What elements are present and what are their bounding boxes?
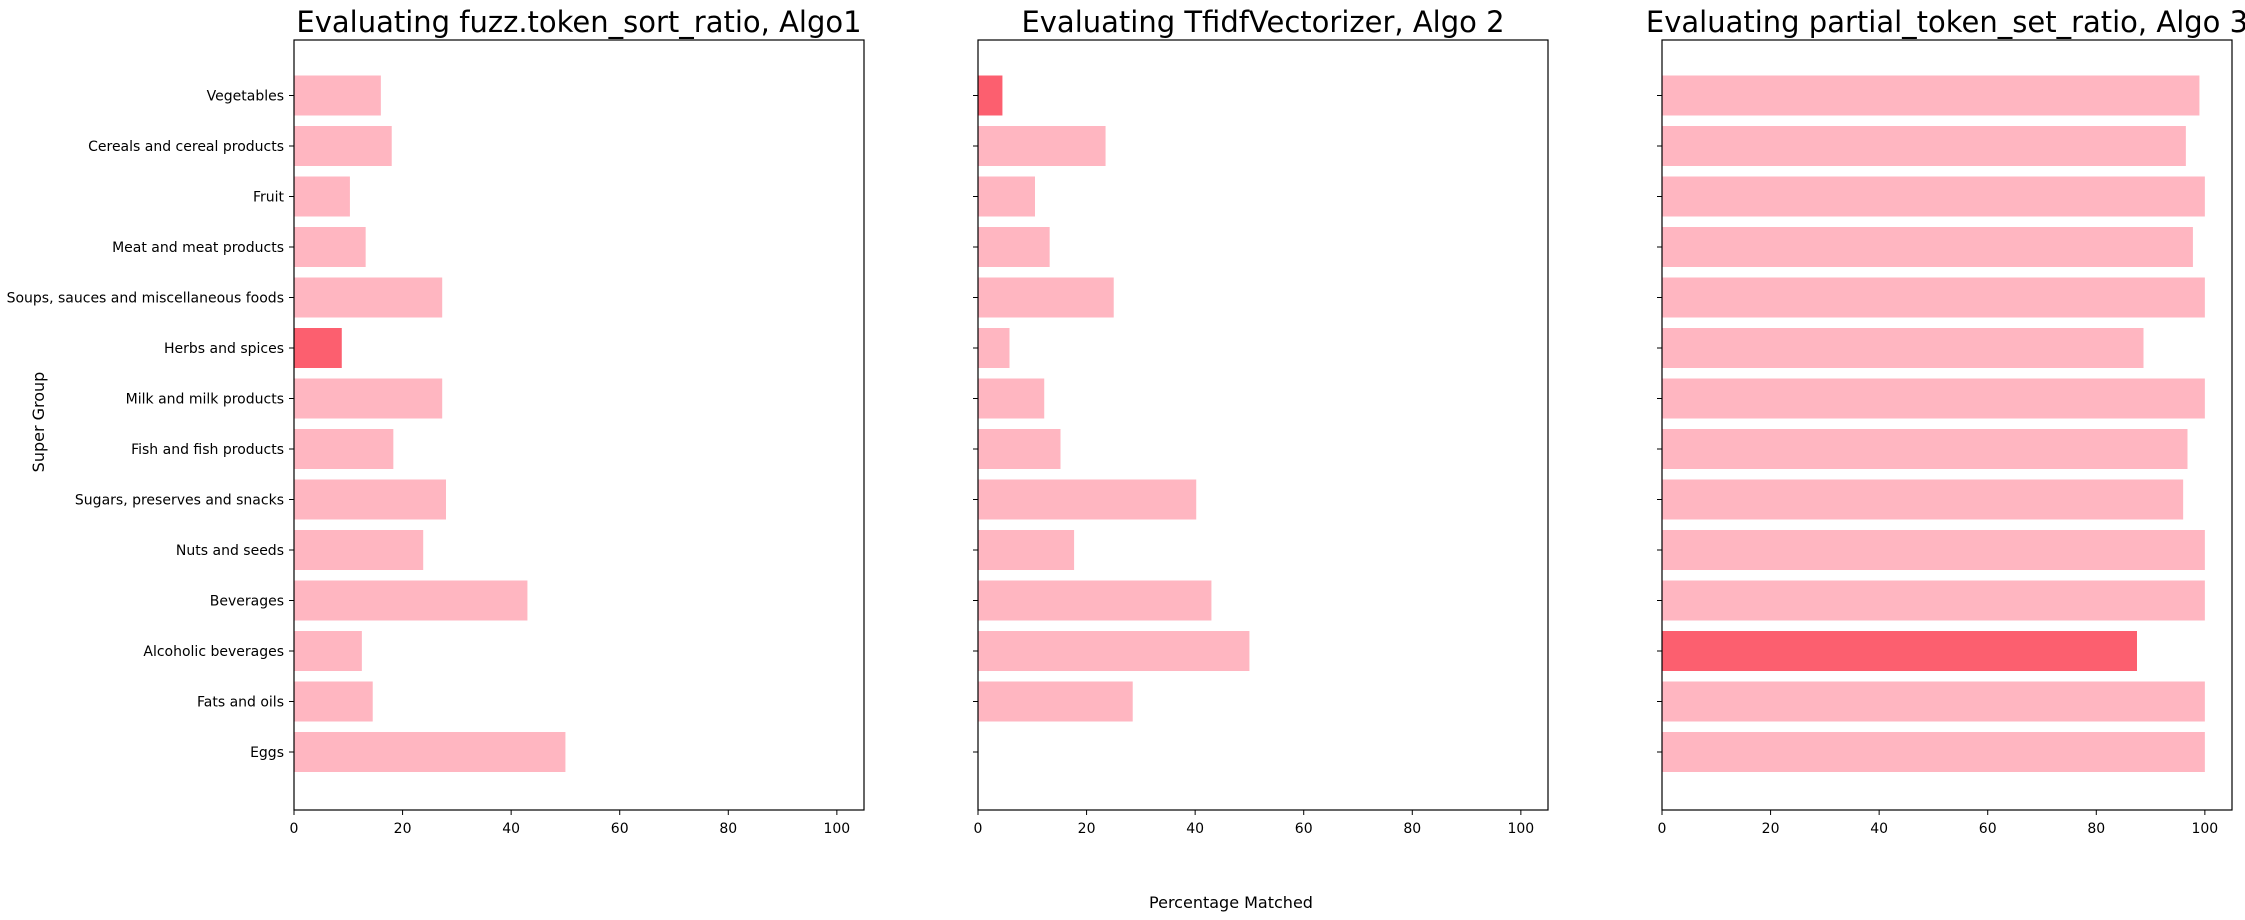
- bar-5: [294, 328, 342, 368]
- chart-title: Evaluating TfidfVectorizer, Algo 2: [1021, 5, 1504, 39]
- bar-5: [978, 328, 1010, 368]
- bar-0: [294, 75, 381, 116]
- plot-frame: [977, 39, 1549, 811]
- bar-12: [978, 681, 1133, 722]
- bar-3: [978, 227, 1050, 267]
- bar-3: [294, 227, 366, 267]
- bar-1: [978, 126, 1106, 166]
- x-tick-label: 80: [719, 821, 737, 837]
- bar-9: [978, 530, 1075, 570]
- plot-frame: [1661, 39, 2233, 811]
- bar-1: [1662, 126, 2186, 166]
- x-tick-label: 100: [1507, 821, 1534, 837]
- plot-frame: [293, 39, 865, 811]
- bar-7: [978, 429, 1061, 469]
- bar-12: [294, 681, 373, 722]
- x-tick-label: 40: [502, 821, 520, 837]
- bar-4: [294, 277, 443, 318]
- x-tick-label: 100: [2191, 821, 2218, 837]
- x-tick-label: 20: [394, 821, 412, 837]
- x-tick-label: 0: [974, 821, 983, 837]
- bar-2: [978, 176, 1035, 217]
- y-tick-label: Fruit: [253, 190, 285, 206]
- bar-9: [1662, 530, 2205, 570]
- bar-12: [1662, 681, 2205, 722]
- y-tick-label: Fish and fish products: [131, 442, 284, 458]
- bar-8: [978, 479, 1197, 520]
- bar-11: [978, 631, 1250, 671]
- x-tick-label: 60: [1979, 821, 1997, 837]
- y-tick-label: Eggs: [250, 745, 284, 761]
- chart-panel-2: Evaluating TfidfVectorizer, Algo 2 0 20 40 6…: [973, 5, 1549, 837]
- x-tick-label: 60: [611, 821, 629, 837]
- y-tick-label: Vegetables: [207, 89, 284, 105]
- y-tick-label: Milk and milk products: [126, 392, 284, 408]
- bar-0: [978, 75, 1003, 116]
- y-tick-label: Nuts and seeds: [176, 543, 284, 559]
- chart-panel-1: Evaluating fuzz.token_sort_ratio, Algo1 V…: [7, 5, 865, 837]
- bar-10: [1662, 580, 2205, 621]
- x-tick-label: 40: [1186, 821, 1204, 837]
- x-tick-label: 80: [2087, 821, 2105, 837]
- bar-10: [294, 580, 528, 621]
- bar-4: [978, 277, 1114, 318]
- bar-7: [1662, 429, 2188, 469]
- x-tick-label: 0: [290, 821, 299, 837]
- y-tick-label: Meat and meat products: [112, 240, 284, 256]
- y-tick-label: Cereals and cereal products: [88, 139, 284, 155]
- chart-panels: Evaluating fuzz.token_sort_ratio, Algo1 V…: [7, 5, 2245, 837]
- chart-panel-3: Evaluating partial_token_set_ratio, Algo…: [1646, 5, 2245, 837]
- bar-7: [294, 429, 394, 469]
- bar-8: [1662, 479, 2184, 520]
- chart-title: Evaluating partial_token_set_ratio, Algo…: [1646, 5, 2245, 39]
- bar-1: [294, 126, 392, 166]
- y-tick-label: Herbs and spices: [164, 341, 284, 357]
- bar-13: [294, 732, 566, 772]
- x-tick-label: 100: [823, 821, 850, 837]
- bar-13: [1662, 732, 2205, 772]
- chart-title: Evaluating fuzz.token_sort_ratio, Algo1: [296, 5, 861, 39]
- y-axis-label: Super Group: [29, 372, 48, 473]
- bar-6: [978, 378, 1045, 419]
- x-tick-label: 60: [1295, 821, 1313, 837]
- x-tick-label: 20: [1078, 821, 1096, 837]
- bar-2: [1662, 176, 2205, 217]
- bar-11: [1662, 631, 2137, 671]
- bar-5: [1662, 328, 2144, 368]
- y-tick-label: Alcoholic beverages: [143, 644, 284, 660]
- bar-6: [294, 378, 443, 419]
- bar-3: [1662, 227, 2193, 267]
- bar-6: [1662, 378, 2205, 419]
- y-tick-label: Sugars, preserves and snacks: [75, 493, 284, 509]
- bar-2: [294, 176, 350, 217]
- x-tick-label: 80: [1403, 821, 1421, 837]
- x-tick-label: 40: [1870, 821, 1888, 837]
- y-tick-label: Beverages: [210, 594, 284, 610]
- bar-4: [1662, 277, 2205, 318]
- bar-10: [978, 580, 1212, 621]
- bar-11: [294, 631, 362, 671]
- y-tick-label: Soups, sauces and miscellaneous foods: [7, 291, 284, 307]
- bar-8: [294, 479, 446, 520]
- bar-0: [1662, 75, 2200, 116]
- x-tick-label: 20: [1762, 821, 1780, 837]
- bar-9: [294, 530, 424, 570]
- x-tick-label: 0: [1658, 821, 1667, 837]
- y-tick-label: Fats and oils: [197, 695, 284, 711]
- x-axis-label: Percentage Matched: [1149, 893, 1313, 912]
